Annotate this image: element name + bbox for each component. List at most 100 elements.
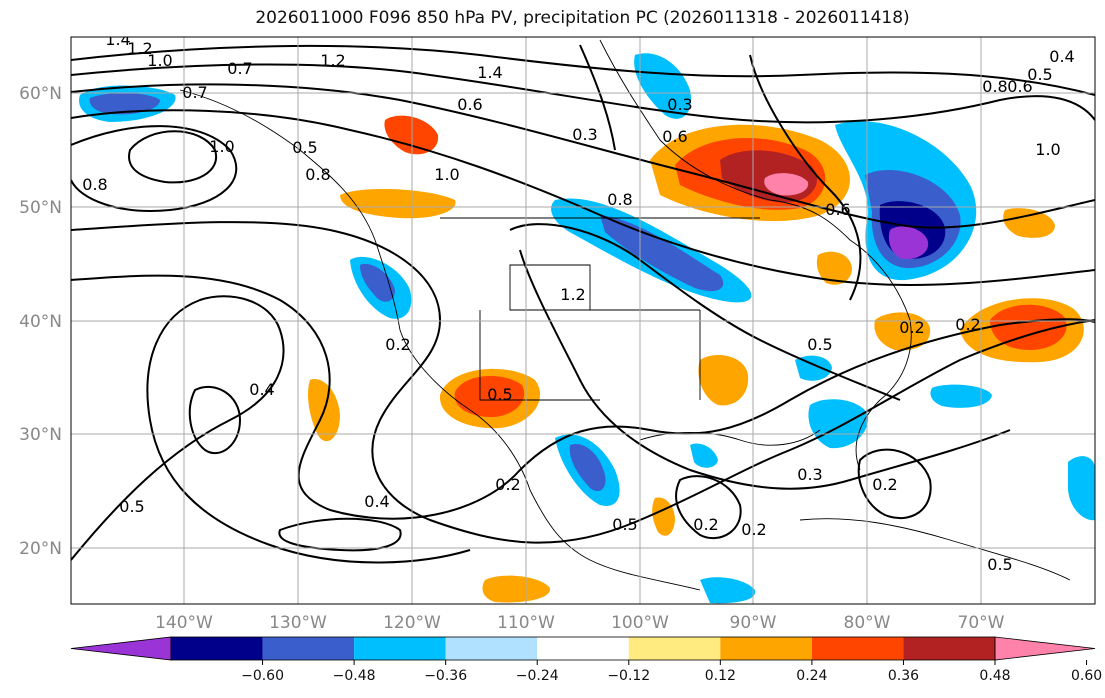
precip-negative-area	[1068, 456, 1095, 521]
west-coastline	[179, 89, 701, 591]
colorbar-segment	[903, 637, 995, 660]
coastlines	[179, 39, 1071, 591]
lon-tick-label: 90°W	[730, 613, 777, 633]
contour-label: 1.0	[147, 51, 172, 70]
precip-positive-area	[874, 312, 931, 351]
contour-line	[71, 44, 1095, 96]
colorbar-segment	[720, 637, 812, 660]
contour-label: 0.3	[572, 125, 597, 144]
map-frame	[70, 36, 1096, 605]
colorbar-segment	[537, 637, 629, 660]
contour-label: 0.3	[667, 95, 692, 114]
colorbar-segment	[262, 637, 355, 660]
contour-label: 0.3	[797, 465, 822, 484]
gridlines	[71, 37, 1095, 604]
contour-label: 1.4	[477, 63, 502, 82]
precip-shading	[79, 53, 1095, 604]
lat-tick-label: 20°N	[19, 539, 62, 559]
precip-positive-area	[1003, 208, 1055, 238]
contour-label: 1.4	[105, 30, 130, 49]
precip-positive-area	[454, 375, 525, 418]
precip-positive-area	[384, 115, 439, 155]
contour-label: 0.4	[249, 380, 274, 399]
contour-line	[188, 385, 242, 455]
lon-tick-label: 140°W	[155, 613, 213, 633]
contour-label: 0.5	[987, 555, 1012, 574]
precip-negative-area	[888, 226, 929, 260]
lat-axis: 60°N 50°N 40°N 30°N 20°N	[19, 84, 62, 559]
contour-label: 1.0	[434, 165, 459, 184]
precip-negative-area	[569, 444, 606, 492]
contour-label: 0.4	[364, 492, 389, 511]
precip-positive-area	[482, 575, 551, 603]
colorbar-tick-label: 0.60	[1071, 668, 1102, 684]
contour-line	[857, 448, 932, 520]
contour-line	[71, 221, 1095, 544]
lon-tick-label: 70°W	[958, 613, 1005, 633]
contour-line	[71, 274, 1095, 520]
contour-line	[519, 249, 1011, 490]
contour-label: 0.2	[693, 515, 718, 534]
precip-positive-area	[340, 188, 456, 219]
lon-tick-label: 120°W	[383, 613, 441, 633]
caribbean-islands	[799, 518, 1071, 581]
contour-line	[579, 44, 616, 151]
contour-label: 0.8	[305, 165, 330, 184]
lon-tick-label: 130°W	[269, 613, 327, 633]
map-title: 2026011000 F096 850 hPa PV, precipitatio…	[255, 8, 910, 28]
contour-label: 1.2	[560, 285, 585, 304]
lat-tick-label: 30°N	[19, 425, 62, 445]
colorbar: −0.60 −0.48 −0.36 −0.24 −0.12 0.12 0.24 0.36 0.4…	[70, 636, 1102, 684]
contour-label: 0.2	[495, 475, 520, 494]
colorbar-tick-label: −0.24	[516, 668, 559, 684]
contour-label: 0.4	[1049, 47, 1074, 66]
precip-negative-area	[634, 53, 691, 119]
colorbar-outline	[170, 636, 996, 661]
contour-label: 0.2	[741, 520, 766, 539]
contour-label: 0.5	[292, 138, 317, 157]
precip-positive-area	[698, 355, 749, 406]
colorbar-tick-label: 0.48	[979, 668, 1010, 684]
colorbar-segment	[811, 637, 904, 660]
contour-label: 0.7	[182, 83, 207, 102]
contour-label: 1.2	[127, 39, 152, 58]
contour-label: 0.6	[1007, 77, 1032, 96]
contour-label: 0.6	[662, 127, 687, 146]
lon-tick-label: 110°W	[497, 613, 555, 633]
lon-tick-label: 100°W	[611, 613, 669, 633]
contour-label: 0.2	[872, 475, 897, 494]
colorbar-segment	[445, 637, 538, 660]
contour-label: 0.5	[1027, 65, 1052, 84]
contour-label: 0.5	[612, 515, 637, 534]
contour-line	[749, 54, 862, 301]
lat-tick-label: 50°N	[19, 198, 62, 218]
precip-positive-area	[764, 173, 809, 196]
precip-positive-area	[990, 304, 1067, 350]
colorbar-tick-label: 0.12	[705, 668, 736, 684]
colorbar-segment	[994, 636, 1096, 661]
colorbar-segment	[171, 637, 263, 660]
lon-tick-label: 80°W	[844, 613, 891, 633]
colorbar-tick-label: 0.36	[888, 668, 919, 684]
lon-axis: 140°W 130°W 120°W 110°W 100°W 90°W 80°W …	[155, 613, 1005, 633]
lat-tick-label: 60°N	[19, 84, 62, 104]
contour-line	[71, 125, 238, 212]
contour-label: 0.5	[807, 335, 832, 354]
precip-negative-area	[600, 215, 724, 292]
contour-label: 0.2	[385, 335, 410, 354]
contour-line	[128, 130, 218, 184]
contour-label: 0.5	[487, 385, 512, 404]
precip-positive-area	[816, 251, 852, 285]
east-coastline	[599, 39, 912, 471]
contour-label: 1.0	[1035, 140, 1060, 159]
contour-labels: 1.41.21.0 0.70.71.01.21.40.50.60.81.00.80…	[82, 30, 1074, 574]
pv-contours	[71, 44, 1095, 564]
colorbar-segment	[628, 637, 721, 660]
contour-label: 0.7	[227, 59, 252, 78]
colorbar-segment	[70, 636, 172, 661]
contour-label: 0.6	[457, 95, 482, 114]
contour-label: 1.0	[209, 137, 234, 156]
precip-negative-area	[700, 577, 756, 604]
state-borders	[440, 217, 760, 401]
